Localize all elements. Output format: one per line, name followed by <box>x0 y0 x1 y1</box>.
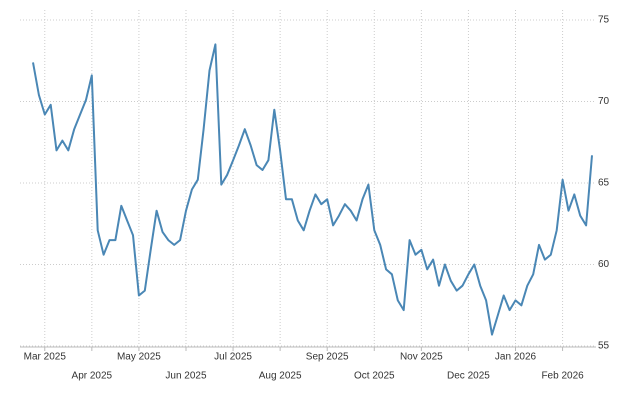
data-line <box>32 43 593 336</box>
x-tick-label: Apr 2025 <box>72 371 113 382</box>
y-tick-label: 60 <box>598 259 610 270</box>
y-tick-label: 70 <box>598 96 610 107</box>
x-tick-label: Dec 2025 <box>447 371 490 382</box>
x-tick-label: Jun 2025 <box>165 371 207 382</box>
x-tick-label: Jan 2026 <box>495 352 537 363</box>
y-tick-label: 75 <box>598 15 610 26</box>
x-tick-label: Aug 2025 <box>259 371 302 382</box>
y-tick-label: 65 <box>598 178 610 189</box>
x-tick-label: Mar 2025 <box>24 352 67 363</box>
x-tick-label: Nov 2025 <box>400 352 443 363</box>
x-tick-label: May 2025 <box>117 352 161 363</box>
x-tick-label: Oct 2025 <box>354 371 395 382</box>
x-tick-label: Jul 2025 <box>214 352 252 363</box>
y-tick-label: 55 <box>598 341 610 352</box>
x-tick-label: Sep 2025 <box>306 352 349 363</box>
x-tick-label: Feb 2026 <box>541 371 584 382</box>
